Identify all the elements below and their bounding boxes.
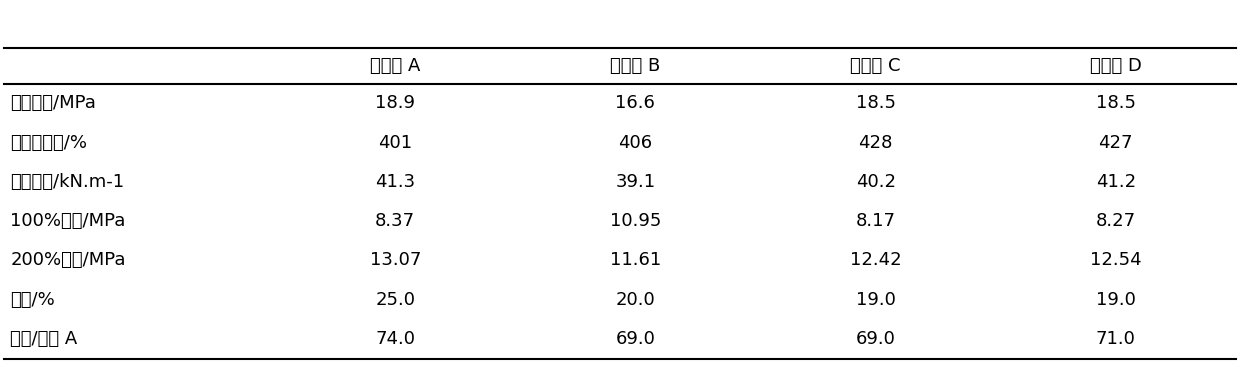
Text: 8.27: 8.27: [1096, 212, 1136, 230]
Text: 18.5: 18.5: [856, 94, 895, 112]
Text: 胎面胶 B: 胎面胶 B: [610, 57, 661, 75]
Text: 19.0: 19.0: [856, 291, 895, 309]
Text: 胎面胶 C: 胎面胶 C: [851, 57, 900, 75]
Text: 100%定伸/MPa: 100%定伸/MPa: [10, 212, 125, 230]
Text: 406: 406: [619, 134, 652, 152]
Text: 18.5: 18.5: [1096, 94, 1136, 112]
Text: 8.37: 8.37: [376, 212, 415, 230]
Text: 拉断伸长率/%: 拉断伸长率/%: [10, 134, 87, 152]
Text: 10.95: 10.95: [610, 212, 661, 230]
Text: 41.3: 41.3: [376, 173, 415, 191]
Text: 69.0: 69.0: [615, 330, 655, 348]
Text: 18.9: 18.9: [376, 94, 415, 112]
Text: 427: 427: [1099, 134, 1133, 152]
Text: 胎面胶 A: 胎面胶 A: [370, 57, 420, 75]
Text: 41.2: 41.2: [1096, 173, 1136, 191]
Text: 200%定伸/MPa: 200%定伸/MPa: [10, 252, 125, 269]
Text: 401: 401: [378, 134, 412, 152]
Text: 39.1: 39.1: [615, 173, 656, 191]
Text: 428: 428: [858, 134, 893, 152]
Text: 12.42: 12.42: [849, 252, 901, 269]
Text: 25.0: 25.0: [376, 291, 415, 309]
Text: 12.54: 12.54: [1090, 252, 1142, 269]
Text: 回弹/%: 回弹/%: [10, 291, 55, 309]
Text: 71.0: 71.0: [1096, 330, 1136, 348]
Text: 40.2: 40.2: [856, 173, 895, 191]
Text: 撟裂强度/kN.m-1: 撟裂强度/kN.m-1: [10, 173, 124, 191]
Text: 19.0: 19.0: [1096, 291, 1136, 309]
Text: 硬度/邵尔 A: 硬度/邵尔 A: [10, 330, 78, 348]
Text: 74.0: 74.0: [376, 330, 415, 348]
Text: 11.61: 11.61: [610, 252, 661, 269]
Text: 16.6: 16.6: [615, 94, 655, 112]
Text: 20.0: 20.0: [615, 291, 655, 309]
Text: 69.0: 69.0: [856, 330, 895, 348]
Text: 13.07: 13.07: [370, 252, 420, 269]
Text: 拉伸强度/MPa: 拉伸强度/MPa: [10, 94, 97, 112]
Text: 8.17: 8.17: [856, 212, 895, 230]
Text: 胎面胶 D: 胎面胶 D: [1090, 57, 1142, 75]
